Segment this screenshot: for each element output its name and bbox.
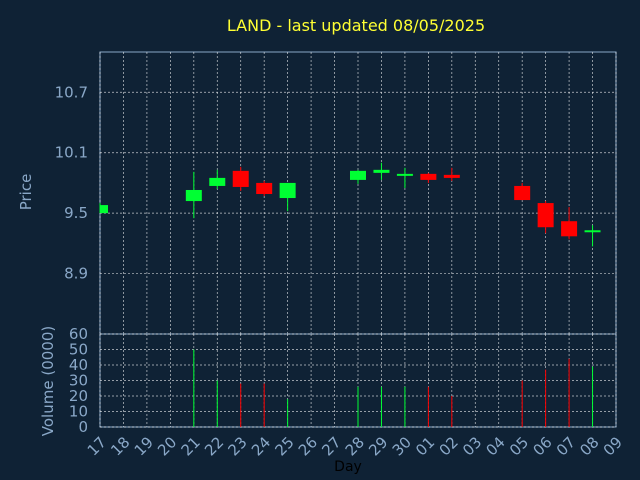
volume-tick-label: 30 [69,372,88,390]
x-tick-label: 19 [131,433,157,459]
x-tick-label: 18 [107,433,133,459]
volume-tick-label: 40 [69,356,88,374]
x-tick-label: 29 [365,433,391,459]
candle-body [100,205,108,214]
x-tick-label: 07 [553,433,579,459]
x-tick-label: 01 [412,433,438,459]
x-tick-label: 08 [576,433,602,459]
price-tick-label: 10.7 [55,83,88,101]
candle-body [279,182,296,199]
chart-title: LAND - last updated 08/05/2025 [227,16,485,35]
price-tick-label: 8.9 [64,265,88,283]
x-axis: 1718192021222324252627282930010203040506… [84,433,626,459]
volume-axis-label: Volume (0000) [39,326,57,436]
x-tick-label: 02 [436,433,462,459]
x-tick-label: 23 [225,433,251,459]
x-tick-label: 28 [342,433,368,459]
price-panel: 8.9 9.5 10.1 10.7 [55,51,617,335]
price-tick-label: 9.5 [64,204,88,222]
candle-body [350,170,366,180]
x-tick-label: 21 [178,433,204,459]
volume-tick-label: 60 [69,325,88,343]
x-tick-label: 05 [506,433,532,459]
volume-tick-label: 10 [69,403,88,421]
x-tick-label: 17 [84,433,110,459]
candle-body [420,173,437,180]
volume-tick-label: 0 [78,418,88,436]
x-tick-label: 06 [529,433,555,459]
x-tick-label: 22 [201,433,227,459]
x-tick-label: 04 [483,433,509,459]
candle-body [396,173,413,176]
price-tick-label: 10.1 [55,144,88,162]
x-tick-label: 03 [459,433,485,459]
x-tick-label: 30 [389,433,415,459]
candle-body [584,230,601,233]
x-axis-label: Day [334,459,362,475]
x-tick-label: 24 [248,433,274,459]
candle-body [561,221,578,237]
volume-tick-label: 20 [69,387,88,405]
x-tick-label: 27 [318,433,344,459]
candle-body [443,174,460,178]
candle-body [209,177,226,186]
x-tick-label: 25 [271,433,297,459]
candle-body [514,185,531,201]
candle-body [537,203,554,228]
price-axis-label: Price [17,174,35,211]
x-tick-label: 09 [600,433,626,459]
candle-body [256,182,273,195]
x-tick-label: 20 [154,433,180,459]
candle-body [185,189,202,202]
volume-tick-label: 50 [69,341,88,359]
candle-body [373,169,390,173]
x-tick-label: 26 [295,433,321,459]
candle-body [232,170,249,187]
